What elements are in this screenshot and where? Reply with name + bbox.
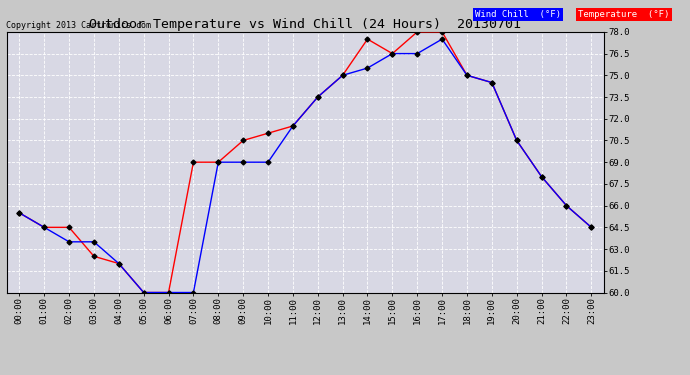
Text: Copyright 2013 Cartronics.com: Copyright 2013 Cartronics.com [6,21,150,30]
Text: Temperature  (°F): Temperature (°F) [578,10,669,19]
Title: Outdoor Temperature vs Wind Chill (24 Hours)  20130701: Outdoor Temperature vs Wind Chill (24 Ho… [89,18,522,31]
Text: Wind Chill  (°F): Wind Chill (°F) [475,10,561,19]
